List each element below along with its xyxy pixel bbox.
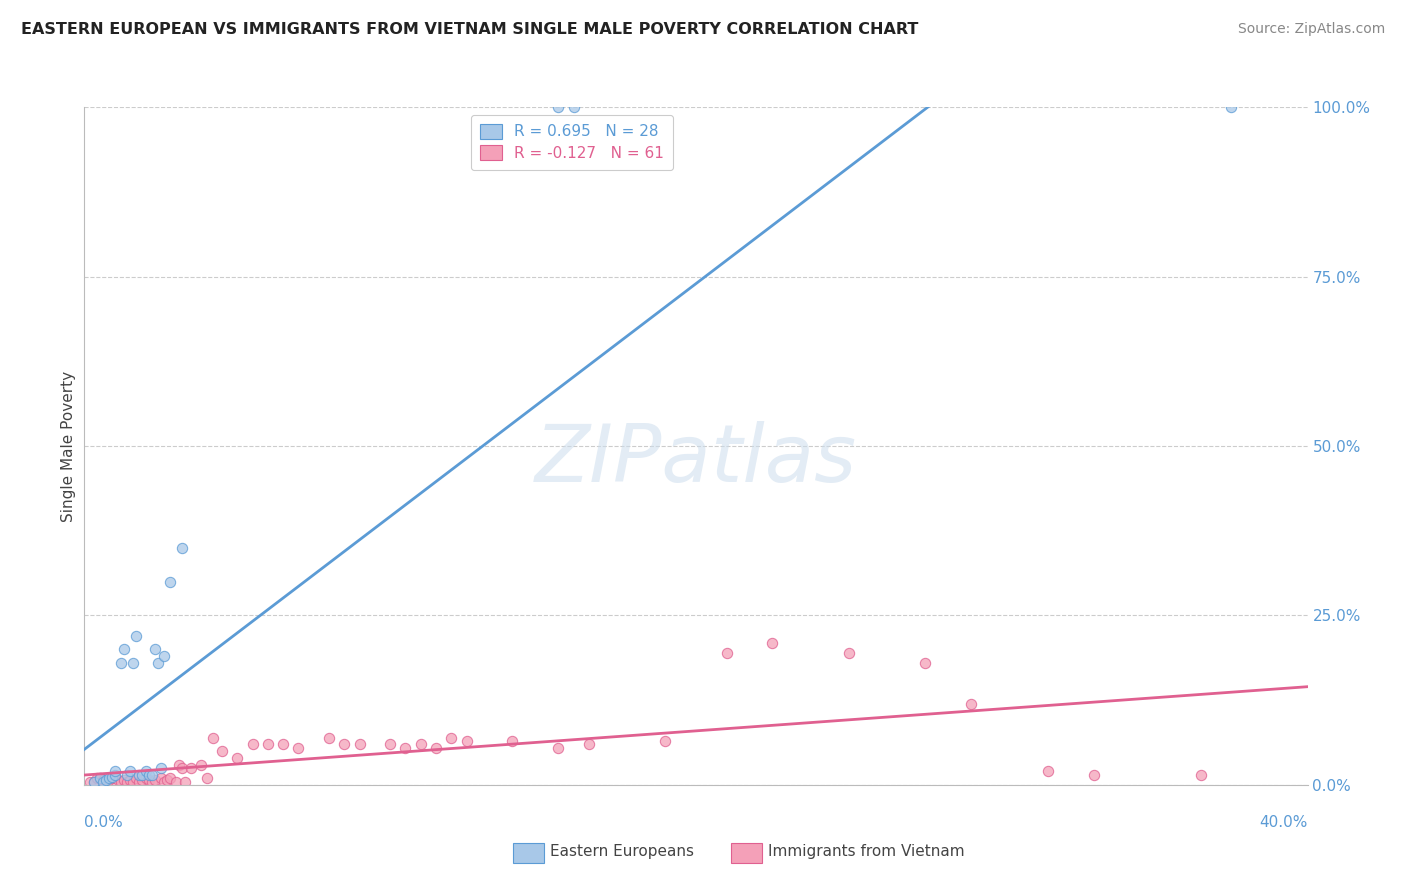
Point [131, 768, 153, 782]
Point [135, 771, 157, 785]
Point [83, 774, 105, 789]
Point [201, 731, 224, 745]
Point [83, 774, 105, 789]
Point [97, 772, 120, 787]
Point [914, 656, 936, 670]
Point [180, 761, 202, 775]
Point [107, 772, 129, 787]
Point [94, 774, 117, 789]
Point [318, 731, 340, 745]
Point [578, 737, 600, 751]
Point [128, 768, 150, 782]
Point [97, 771, 120, 785]
Point [149, 771, 172, 785]
Point [190, 757, 212, 772]
Point [112, 772, 135, 787]
Point [1220, 100, 1243, 114]
Point [226, 751, 249, 765]
Point [138, 768, 160, 782]
Point [128, 774, 150, 789]
Point [960, 697, 983, 711]
Point [104, 771, 127, 785]
Point [838, 646, 860, 660]
Point [195, 771, 218, 785]
Point [110, 774, 132, 789]
Point [141, 774, 163, 789]
Point [159, 574, 181, 589]
Point [141, 768, 163, 782]
Point [761, 635, 783, 649]
Point [242, 737, 264, 751]
Point [1189, 768, 1212, 782]
Point [271, 737, 294, 751]
Point [547, 740, 569, 755]
Point [122, 656, 145, 670]
Point [287, 740, 309, 755]
Point [211, 744, 233, 758]
Point [110, 656, 132, 670]
Point [547, 100, 569, 114]
Point [104, 764, 127, 779]
Text: Eastern Europeans: Eastern Europeans [550, 845, 693, 859]
Point [456, 734, 478, 748]
Point [349, 737, 371, 751]
Point [122, 774, 145, 789]
Point [89, 771, 111, 785]
Point [409, 737, 432, 751]
Point [174, 774, 197, 789]
Point [159, 771, 181, 785]
Point [91, 772, 114, 787]
Legend: R = 0.695   N = 28, R = -0.127   N = 61: R = 0.695 N = 28, R = -0.127 N = 61 [471, 115, 673, 170]
Point [94, 772, 117, 787]
Point [1083, 768, 1105, 782]
Point [104, 768, 127, 782]
Point [79, 774, 101, 789]
Text: ZIPatlas: ZIPatlas [534, 420, 858, 499]
Point [172, 541, 194, 555]
Point [146, 656, 169, 670]
Point [112, 642, 135, 657]
Point [333, 737, 356, 751]
Point [165, 774, 187, 789]
Text: 40.0%: 40.0% [1260, 815, 1308, 830]
Point [143, 772, 166, 787]
Point [172, 761, 194, 775]
Point [153, 649, 176, 664]
Y-axis label: Single Male Poverty: Single Male Poverty [60, 370, 76, 522]
Point [131, 772, 153, 787]
Point [115, 768, 138, 782]
Point [1036, 764, 1059, 779]
Point [716, 646, 738, 660]
Point [654, 734, 676, 748]
Point [135, 764, 157, 779]
Point [143, 642, 166, 657]
Point [101, 771, 124, 785]
Point [149, 761, 172, 775]
Point [101, 770, 124, 784]
Point [562, 100, 585, 114]
Point [120, 764, 142, 779]
Point [502, 734, 524, 748]
Point [115, 774, 138, 789]
Point [257, 737, 280, 751]
Text: 0.0%: 0.0% [84, 815, 124, 830]
Point [380, 737, 402, 751]
Point [394, 740, 416, 755]
Point [153, 774, 176, 789]
Point [440, 731, 463, 745]
Point [86, 771, 108, 785]
Point [125, 629, 148, 643]
Text: Source: ZipAtlas.com: Source: ZipAtlas.com [1237, 22, 1385, 37]
Point [91, 774, 114, 789]
Point [138, 772, 160, 787]
Point [89, 771, 111, 785]
Point [167, 757, 190, 772]
Point [125, 771, 148, 785]
Point [120, 772, 142, 787]
Text: Immigrants from Vietnam: Immigrants from Vietnam [768, 845, 965, 859]
Point [425, 740, 447, 755]
Point [156, 772, 179, 787]
Text: EASTERN EUROPEAN VS IMMIGRANTS FROM VIETNAM SINGLE MALE POVERTY CORRELATION CHAR: EASTERN EUROPEAN VS IMMIGRANTS FROM VIET… [21, 22, 918, 37]
